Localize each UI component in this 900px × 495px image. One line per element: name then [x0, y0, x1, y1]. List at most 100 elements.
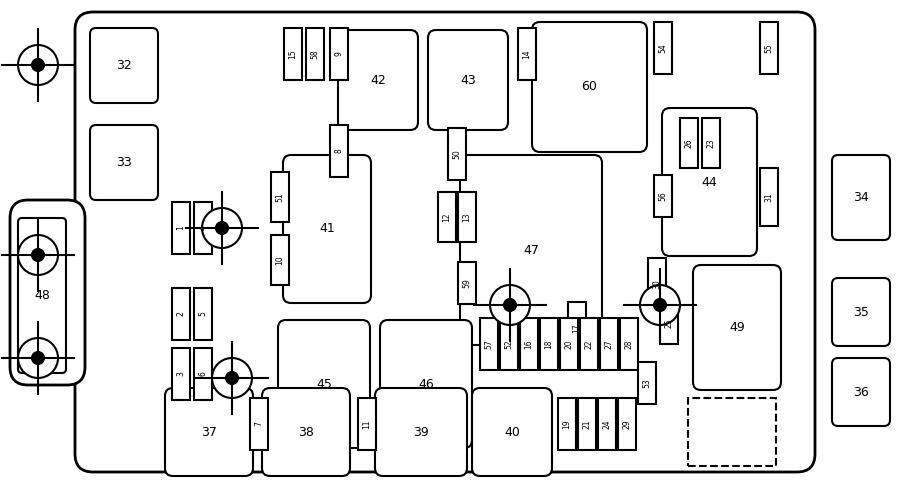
Bar: [448, 128, 466, 180]
Text: 23: 23: [706, 138, 716, 148]
Text: 24: 24: [602, 419, 611, 429]
Bar: [520, 318, 538, 370]
Bar: [648, 258, 666, 310]
Circle shape: [18, 235, 58, 275]
Text: 10: 10: [275, 255, 284, 265]
Text: 54: 54: [659, 43, 668, 53]
Bar: [638, 362, 656, 404]
Text: 32: 32: [116, 59, 132, 72]
Text: 50: 50: [453, 149, 462, 159]
FancyBboxPatch shape: [375, 388, 467, 476]
FancyBboxPatch shape: [90, 28, 158, 103]
Circle shape: [216, 222, 228, 234]
Bar: [194, 348, 212, 400]
FancyBboxPatch shape: [380, 320, 472, 448]
Bar: [284, 28, 302, 80]
Bar: [330, 28, 348, 80]
Bar: [568, 302, 586, 354]
Circle shape: [654, 299, 666, 311]
FancyBboxPatch shape: [832, 358, 890, 426]
Text: 20: 20: [564, 339, 573, 349]
Bar: [480, 318, 498, 370]
Text: 13: 13: [463, 212, 472, 222]
Bar: [358, 398, 376, 450]
Bar: [580, 318, 598, 370]
FancyBboxPatch shape: [428, 30, 508, 130]
Bar: [458, 262, 476, 304]
Text: 12: 12: [443, 212, 452, 222]
Text: 29: 29: [623, 419, 632, 429]
Text: 35: 35: [853, 305, 868, 318]
Text: 37: 37: [201, 426, 217, 439]
Text: 25: 25: [664, 318, 673, 328]
Text: 45: 45: [316, 378, 332, 391]
Bar: [500, 318, 518, 370]
Text: 4: 4: [199, 226, 208, 231]
Text: 53: 53: [643, 378, 652, 388]
Text: 43: 43: [460, 73, 476, 87]
FancyBboxPatch shape: [832, 155, 890, 240]
Text: 27: 27: [605, 339, 614, 349]
Text: 60: 60: [581, 81, 598, 94]
Bar: [760, 168, 778, 226]
Bar: [172, 288, 190, 340]
Text: 40: 40: [504, 426, 520, 439]
Circle shape: [32, 352, 44, 364]
Text: 8: 8: [335, 148, 344, 153]
Text: 55: 55: [764, 43, 773, 53]
Text: 14: 14: [523, 49, 532, 59]
Text: 46: 46: [418, 378, 434, 391]
Text: 39: 39: [413, 426, 429, 439]
Bar: [620, 318, 638, 370]
Bar: [560, 318, 578, 370]
Text: 51: 51: [275, 192, 284, 202]
Text: 59: 59: [463, 278, 472, 288]
Circle shape: [18, 45, 58, 85]
Bar: [172, 202, 190, 254]
Text: 1: 1: [176, 226, 185, 230]
Text: 15: 15: [289, 49, 298, 59]
Text: 38: 38: [298, 426, 314, 439]
Text: 42: 42: [370, 73, 386, 87]
Circle shape: [18, 338, 58, 378]
Bar: [518, 28, 536, 80]
Text: 31: 31: [764, 192, 773, 202]
Text: 2: 2: [176, 312, 185, 316]
FancyBboxPatch shape: [472, 388, 552, 476]
Text: 33: 33: [116, 156, 132, 169]
Bar: [618, 398, 636, 450]
Text: 16: 16: [525, 339, 534, 349]
Circle shape: [32, 59, 44, 71]
FancyBboxPatch shape: [10, 200, 85, 385]
Bar: [306, 28, 324, 80]
Text: 21: 21: [582, 419, 591, 429]
Text: 34: 34: [853, 191, 868, 204]
Text: 57: 57: [484, 339, 493, 349]
Text: 5: 5: [199, 311, 208, 316]
FancyBboxPatch shape: [832, 278, 890, 346]
FancyBboxPatch shape: [165, 388, 253, 476]
Bar: [760, 22, 778, 74]
Text: 36: 36: [853, 386, 868, 398]
Bar: [330, 125, 348, 177]
Bar: [688, 398, 776, 466]
Text: 17: 17: [572, 323, 581, 333]
Text: 48: 48: [34, 289, 50, 302]
Text: 22: 22: [584, 339, 593, 349]
Bar: [438, 192, 456, 242]
Text: 11: 11: [363, 419, 372, 429]
FancyBboxPatch shape: [338, 30, 418, 130]
Bar: [600, 318, 618, 370]
FancyBboxPatch shape: [18, 218, 66, 373]
Circle shape: [226, 372, 238, 384]
Circle shape: [640, 285, 680, 325]
FancyBboxPatch shape: [693, 265, 781, 390]
Circle shape: [32, 249, 44, 261]
Bar: [660, 302, 678, 344]
FancyBboxPatch shape: [532, 22, 647, 152]
Bar: [172, 348, 190, 400]
Bar: [194, 202, 212, 254]
Text: 19: 19: [562, 419, 572, 429]
Circle shape: [202, 208, 242, 248]
Text: 58: 58: [310, 49, 320, 59]
